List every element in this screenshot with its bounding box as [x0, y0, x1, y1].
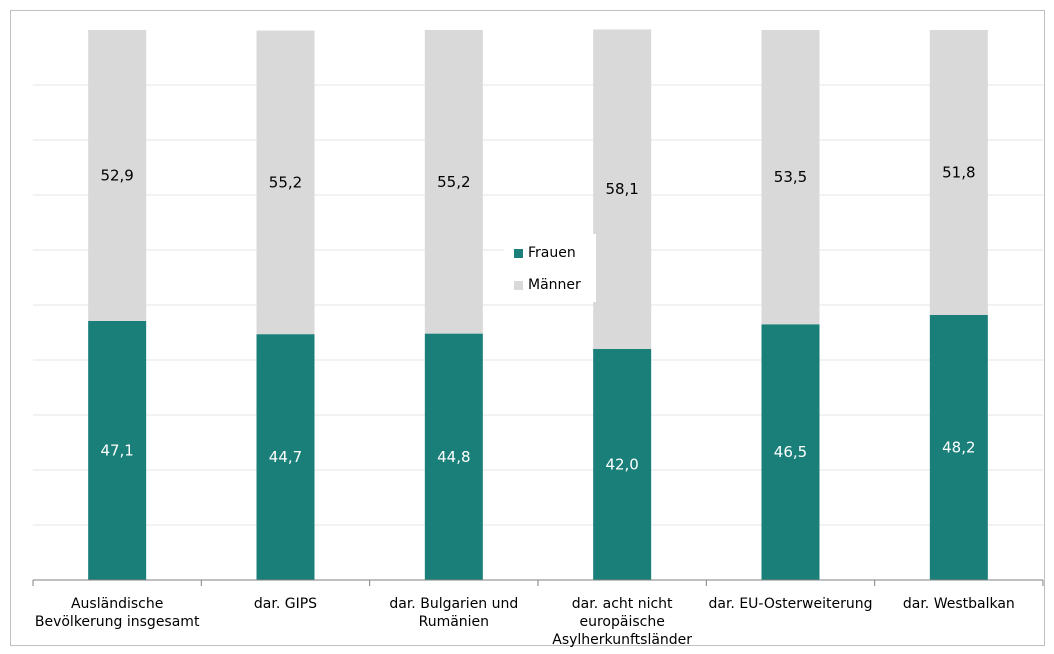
data-label: 58,1: [605, 180, 638, 198]
legend-item-maenner: Männer: [514, 277, 581, 293]
data-label: 47,1: [100, 441, 133, 459]
bar-segment-maenner: [424, 30, 483, 334]
data-label: 44,8: [437, 448, 470, 466]
data-label: 42,0: [605, 456, 638, 474]
category-label: dar. acht nicht europäische Asylherkunft…: [552, 596, 693, 648]
data-label: 51,8: [942, 163, 975, 181]
data-label: 46,5: [774, 443, 807, 461]
legend-label-frauen: Frauen: [528, 245, 576, 261]
data-label: 52,9: [100, 166, 133, 184]
legend-swatch-maenner: [514, 280, 523, 290]
legend-label-maenner: Männer: [528, 277, 581, 293]
x-axis: [32, 579, 1044, 586]
category-label: Ausländische Bevölkerung insgesamt: [34, 596, 200, 630]
data-label: 55,2: [437, 173, 470, 191]
bar-segment-frauen: [929, 314, 988, 580]
gridlines: [33, 84, 1043, 526]
bar-segment-frauen: [761, 324, 820, 580]
bar-segment-maenner: [761, 30, 820, 325]
bar-segment-frauen: [593, 349, 652, 580]
bars: 47,1 52,9 44,7 55,2 44,8 55,2 42,0 58,1 46,5 53,5…: [88, 29, 988, 580]
bar-segment-maenner: [929, 30, 988, 315]
bar-segment-frauen: [88, 320, 147, 580]
bar-segment-maenner: [88, 30, 147, 321]
bar-segment-maenner: [593, 29, 652, 349]
bar-segment-frauen: [424, 333, 483, 580]
legend: Frauen Männer: [504, 234, 596, 302]
category-label: dar. EU-Osterweiterung: [708, 596, 873, 612]
bar-segment-frauen: [256, 334, 315, 580]
data-label: 48,2: [942, 438, 975, 456]
data-label: 44,7: [269, 448, 302, 466]
data-label: 53,5: [774, 168, 807, 186]
category-label: dar. Bulgarien und Rumänien: [389, 596, 519, 630]
category-label: dar. GIPS: [253, 596, 318, 612]
legend-swatch-frauen: [514, 248, 523, 258]
category-label: dar. Westbalkan: [902, 596, 1015, 612]
chart-frame: [10, 10, 1045, 646]
data-label: 55,2: [269, 173, 302, 191]
legend-item-frauen: Frauen: [514, 245, 576, 261]
bar-segment-maenner: [256, 30, 315, 335]
